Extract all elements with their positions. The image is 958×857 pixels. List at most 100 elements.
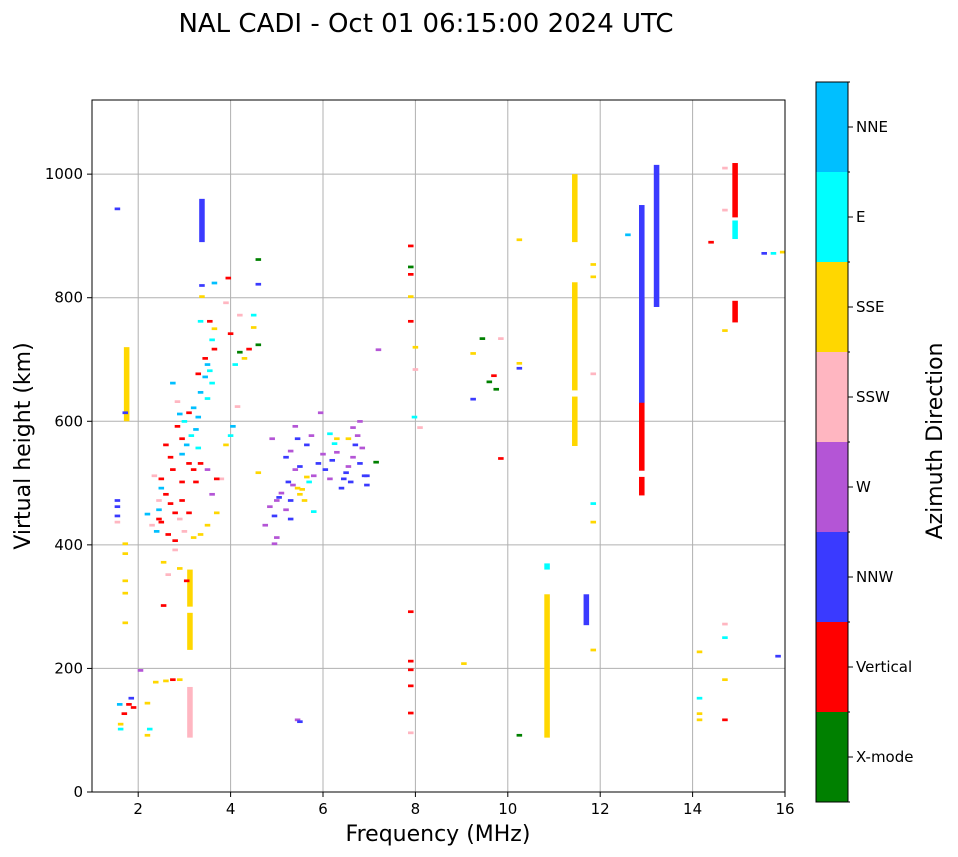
colorbar-swatch-x-mode bbox=[816, 712, 848, 802]
echo-point-nnw bbox=[128, 696, 135, 700]
y-axis-label: Virtual height (km) bbox=[11, 342, 36, 549]
echo-point-sse bbox=[190, 536, 197, 539]
x-axis: 2 4 6 8 10 12 14 16 bbox=[133, 792, 795, 818]
echo-point-nne bbox=[158, 486, 165, 490]
echo-segment-sse bbox=[187, 612, 193, 650]
x-tick-label: 12 bbox=[591, 800, 610, 818]
echo-point-sse bbox=[241, 357, 248, 360]
y-tick-label: 600 bbox=[54, 412, 83, 430]
echo-point-ssw bbox=[156, 499, 162, 502]
echo-point-nnw bbox=[114, 514, 121, 518]
echo-point-w bbox=[262, 523, 269, 527]
x-tick-label: 2 bbox=[133, 800, 143, 818]
echo-point-e bbox=[696, 696, 703, 700]
echo-point-e bbox=[232, 363, 238, 366]
echo-point-ssw bbox=[218, 477, 225, 481]
echo-point-nne bbox=[156, 508, 162, 512]
echo-point-w bbox=[283, 508, 289, 512]
echo-point-sse bbox=[204, 523, 211, 527]
echo-point-x-mode bbox=[486, 380, 493, 384]
echo-point-nnw bbox=[347, 480, 354, 484]
echo-point-vertical bbox=[225, 276, 232, 280]
echo-point-e bbox=[197, 319, 204, 323]
echo-point-w bbox=[354, 434, 361, 437]
echo-point-x-mode bbox=[237, 350, 243, 354]
echo-point-e bbox=[722, 636, 728, 640]
echo-point-sse bbox=[345, 437, 352, 441]
echo-point-w bbox=[290, 483, 296, 487]
echo-point-ssw bbox=[181, 530, 188, 533]
echo-point-vertical bbox=[202, 357, 208, 360]
echo-point-sse bbox=[470, 352, 476, 355]
echo-point-sse bbox=[197, 533, 204, 536]
echo-point-vertical bbox=[708, 240, 714, 244]
echo-point-sse bbox=[461, 662, 467, 665]
echo-point-ssw bbox=[177, 517, 183, 521]
echo-point-w bbox=[209, 492, 215, 496]
plot-frame bbox=[91, 99, 786, 793]
echo-segment-vertical bbox=[732, 300, 738, 323]
echo-point-nnw bbox=[283, 455, 289, 459]
echo-point-nnw bbox=[287, 517, 294, 521]
echo-point-nnw bbox=[199, 284, 205, 287]
echo-point-w bbox=[375, 348, 382, 352]
echo-point-e bbox=[590, 502, 597, 505]
colorbar-tick-label: SSE bbox=[856, 298, 885, 316]
echo-point-vertical bbox=[408, 244, 414, 248]
echo-point-vertical bbox=[195, 372, 202, 376]
echo-point-vertical bbox=[227, 332, 234, 336]
echo-point-nnw bbox=[114, 499, 121, 502]
echo-segment-sse bbox=[572, 174, 578, 243]
echo-point-sse bbox=[590, 648, 597, 652]
x-tick-label: 8 bbox=[411, 800, 421, 818]
echo-point-w bbox=[292, 468, 299, 471]
y-tick-label: 200 bbox=[54, 659, 83, 677]
echo-point-w bbox=[345, 465, 352, 468]
echo-point-vertical bbox=[126, 703, 132, 706]
echo-point-nne bbox=[230, 424, 236, 428]
echo-point-e bbox=[770, 251, 777, 255]
echo-point-sse bbox=[199, 295, 205, 298]
colorbar-swatch-nnw bbox=[816, 532, 848, 622]
echo-point-ssw bbox=[722, 166, 728, 170]
echo-point-w bbox=[320, 452, 326, 456]
chart-title: NAL CADI - Oct 01 06:15:00 2024 UTC bbox=[178, 9, 673, 39]
x-tick-label: 14 bbox=[683, 800, 702, 818]
echo-point-vertical bbox=[130, 706, 137, 709]
echo-point-nne bbox=[144, 512, 151, 516]
echo-point-sse bbox=[177, 678, 183, 682]
x-axis-label: Frequency (MHz) bbox=[346, 822, 531, 847]
echo-point-w bbox=[274, 536, 280, 539]
echo-point-vertical bbox=[408, 319, 414, 323]
echo-point-w bbox=[310, 474, 317, 478]
echo-point-sse bbox=[301, 499, 308, 502]
echo-point-ssw bbox=[234, 405, 241, 408]
echo-point-sse bbox=[696, 712, 703, 716]
echo-point-nne bbox=[179, 452, 185, 456]
echo-point-nnw bbox=[329, 458, 336, 462]
colorbar-swatch-e bbox=[816, 172, 848, 262]
echo-point-e bbox=[117, 727, 124, 731]
plot-area bbox=[92, 100, 785, 792]
echo-point-sse bbox=[122, 621, 129, 625]
colorbar-label: Azimuth Direction bbox=[923, 342, 948, 539]
echo-point-ssw bbox=[408, 731, 414, 735]
echo-point-vertical bbox=[211, 347, 218, 351]
echo-point-vertical bbox=[172, 539, 178, 543]
echo-point-nnw bbox=[343, 471, 349, 475]
echo-point-ssw bbox=[722, 208, 728, 212]
echo-point-nnw bbox=[287, 499, 294, 502]
echo-point-e bbox=[181, 420, 188, 423]
echo-segment-sse bbox=[544, 594, 550, 738]
echo-point-ssw bbox=[722, 622, 728, 626]
echo-point-sse bbox=[590, 275, 597, 279]
echo-point-e bbox=[327, 432, 333, 436]
echo-point-nnw bbox=[276, 496, 282, 499]
echo-point-e bbox=[207, 369, 213, 373]
x-tick-label: 6 bbox=[318, 800, 328, 818]
echo-point-nnw bbox=[114, 505, 121, 509]
echo-point-w bbox=[334, 450, 340, 454]
x-tick-label: 16 bbox=[775, 800, 794, 818]
echo-point-w bbox=[137, 669, 144, 672]
x-tick-label: 10 bbox=[498, 800, 517, 818]
